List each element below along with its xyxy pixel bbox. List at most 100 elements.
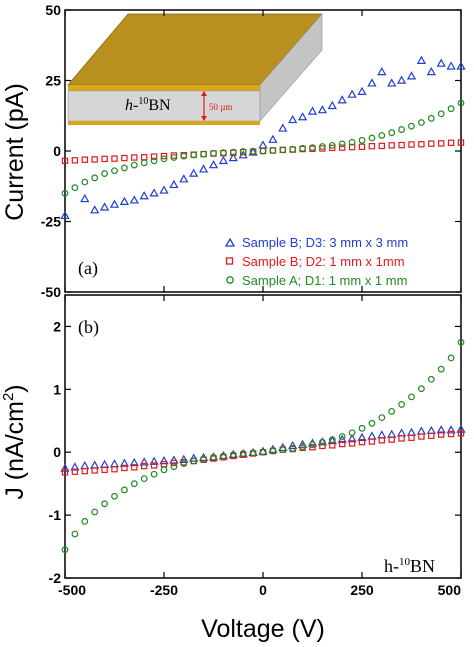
circle-point	[71, 184, 79, 192]
y-tick-label: 1	[53, 381, 61, 397]
triangle-point	[426, 425, 436, 435]
triangle-point	[317, 105, 328, 114]
square-point	[141, 154, 148, 161]
triangle-point	[258, 446, 268, 455]
square-point	[101, 466, 108, 474]
circle-point	[160, 466, 168, 474]
circle-point	[120, 164, 128, 172]
triangle-point	[297, 112, 308, 121]
triangle-point	[387, 78, 397, 87]
square-point	[91, 156, 98, 163]
circle-point	[418, 119, 425, 126]
circle-point	[111, 167, 118, 175]
circle-point	[249, 147, 257, 155]
circle-point	[170, 463, 178, 471]
circle-point	[120, 486, 128, 494]
square-point	[319, 442, 326, 450]
bottom-electrode-edge	[68, 121, 260, 125]
triangle-point	[80, 461, 90, 470]
circle-point	[299, 145, 307, 152]
circle-point	[408, 122, 415, 130]
triangle-point	[416, 426, 427, 435]
triangle-point	[396, 428, 407, 437]
square-point	[447, 430, 455, 438]
square-point	[101, 155, 108, 163]
circle-point	[358, 424, 366, 432]
circle-point	[71, 530, 79, 538]
legend-entry-d3: Sample B; D3: 3 mm x 3 mm	[224, 235, 408, 250]
square-point	[61, 157, 69, 165]
circle-point	[279, 446, 287, 454]
square-point	[428, 432, 435, 440]
circle-point	[398, 401, 406, 408]
circle-point	[279, 146, 287, 154]
legend-entry-d2: Sample B; D2: 1 mm x 1mm	[225, 254, 405, 269]
square-point	[131, 464, 138, 471]
y-tick-label: 0	[53, 143, 61, 159]
circle-point	[210, 149, 217, 157]
triangle-point	[377, 430, 387, 439]
panel-b-material-label: h-10BN	[384, 556, 435, 576]
circle-point	[378, 132, 386, 139]
circle-point	[259, 147, 267, 155]
circle-point	[210, 453, 217, 461]
circle-point	[190, 457, 198, 465]
triangle-point	[109, 199, 120, 208]
x-axis-title: Voltage (V)	[201, 615, 325, 643]
circle-point	[190, 151, 198, 159]
square-point	[339, 144, 346, 151]
circle-point	[200, 150, 208, 158]
circle-point	[328, 141, 336, 149]
square-point	[121, 154, 128, 162]
circle-point	[140, 159, 148, 167]
triangle-point	[208, 160, 219, 169]
triangle-point	[436, 58, 446, 67]
circle-point	[91, 174, 99, 182]
triangle-point	[149, 456, 159, 465]
y-tick-label: 25	[45, 73, 61, 89]
legend-label-d2: Sample B; D2: 1 mm x 1mm	[242, 254, 405, 269]
square-point	[91, 467, 98, 474]
triangle-point	[288, 114, 298, 124]
y-axis-title-a: Current (pA)	[1, 83, 29, 221]
circle-point	[338, 433, 346, 440]
circle-point	[408, 393, 415, 401]
bn-crystal-side	[259, 13, 323, 122]
triangle-point	[119, 458, 130, 467]
square-point	[339, 440, 346, 448]
triangle-point	[456, 61, 466, 70]
square-point	[447, 139, 455, 147]
circle-point	[457, 338, 465, 346]
square-point	[368, 438, 376, 445]
circle-point	[299, 443, 307, 450]
circle-point	[81, 178, 89, 186]
triangle-point	[60, 463, 70, 472]
triangle-point	[327, 435, 337, 445]
square-point	[388, 142, 395, 149]
circle-point	[249, 449, 257, 457]
circle-point	[180, 152, 188, 160]
triangle-point	[139, 457, 149, 466]
triangle-point	[80, 193, 90, 203]
square-point	[358, 438, 366, 446]
circle-point	[219, 149, 227, 157]
triangle-point	[268, 134, 278, 143]
inset-material-label: h-10BN	[125, 96, 171, 114]
square-point	[150, 462, 158, 469]
circle-point	[91, 508, 99, 516]
circle-point	[289, 445, 297, 452]
square-point	[457, 139, 465, 146]
circle-point	[111, 492, 118, 500]
triangle-point	[347, 433, 357, 443]
circle-point	[437, 110, 445, 118]
circle-point	[160, 155, 168, 163]
triangle-point	[436, 425, 446, 434]
circle-point	[358, 136, 366, 144]
square-point	[408, 434, 415, 441]
square-point	[348, 440, 356, 447]
triangle-point	[218, 155, 229, 165]
triangle-point	[248, 147, 258, 156]
legend-label-d3: Sample B; D3: 3 mm x 3 mm	[242, 235, 408, 250]
panel-a-label: (a)	[78, 258, 98, 279]
